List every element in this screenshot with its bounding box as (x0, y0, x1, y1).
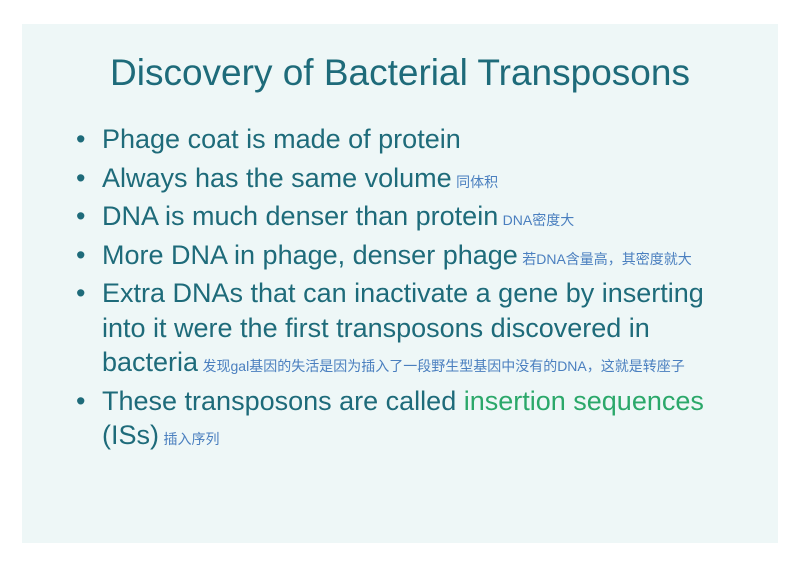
bullet-text-post: (ISs) (102, 420, 159, 450)
bullet-text: Always has the same volume (102, 163, 452, 193)
bullet-item: These transposons are called insertion s… (72, 384, 728, 453)
slide-body: Discovery of Bacterial Transposons Phage… (22, 24, 778, 543)
bullet-text-pre: These transposons are called (102, 386, 464, 416)
bullet-item: Always has the same volume 同体积 (72, 161, 728, 196)
bullet-highlight: insertion sequences (464, 386, 704, 416)
bullet-text: Phage coat is made of protein (102, 124, 461, 154)
bullet-text: DNA is much denser than protein (102, 201, 498, 231)
bullet-text: More DNA in phage, denser phage (102, 240, 518, 270)
bullet-annotation: 插入序列 (163, 431, 219, 447)
slide-title: Discovery of Bacterial Transposons (72, 52, 728, 94)
bullet-annotation: 发现gal基因的失活是因为插入了一段野生型基因中没有的DNA，这就是转座子 (203, 358, 685, 374)
bullet-annotation: DNA密度大 (503, 212, 575, 228)
bullet-annotation: 同体积 (456, 174, 498, 190)
slide-frame: Discovery of Bacterial Transposons Phage… (0, 0, 800, 567)
bullet-item: Phage coat is made of protein (72, 122, 728, 157)
bullet-annotation: 若DNA含量高，其密度就大 (522, 251, 692, 267)
bullet-item: More DNA in phage, denser phage 若DNA含量高，… (72, 238, 728, 273)
bullet-list: Phage coat is made of protein Always has… (72, 122, 728, 453)
bullet-item: Extra DNAs that can inactivate a gene by… (72, 276, 728, 380)
bullet-item: DNA is much denser than protein DNA密度大 (72, 199, 728, 234)
